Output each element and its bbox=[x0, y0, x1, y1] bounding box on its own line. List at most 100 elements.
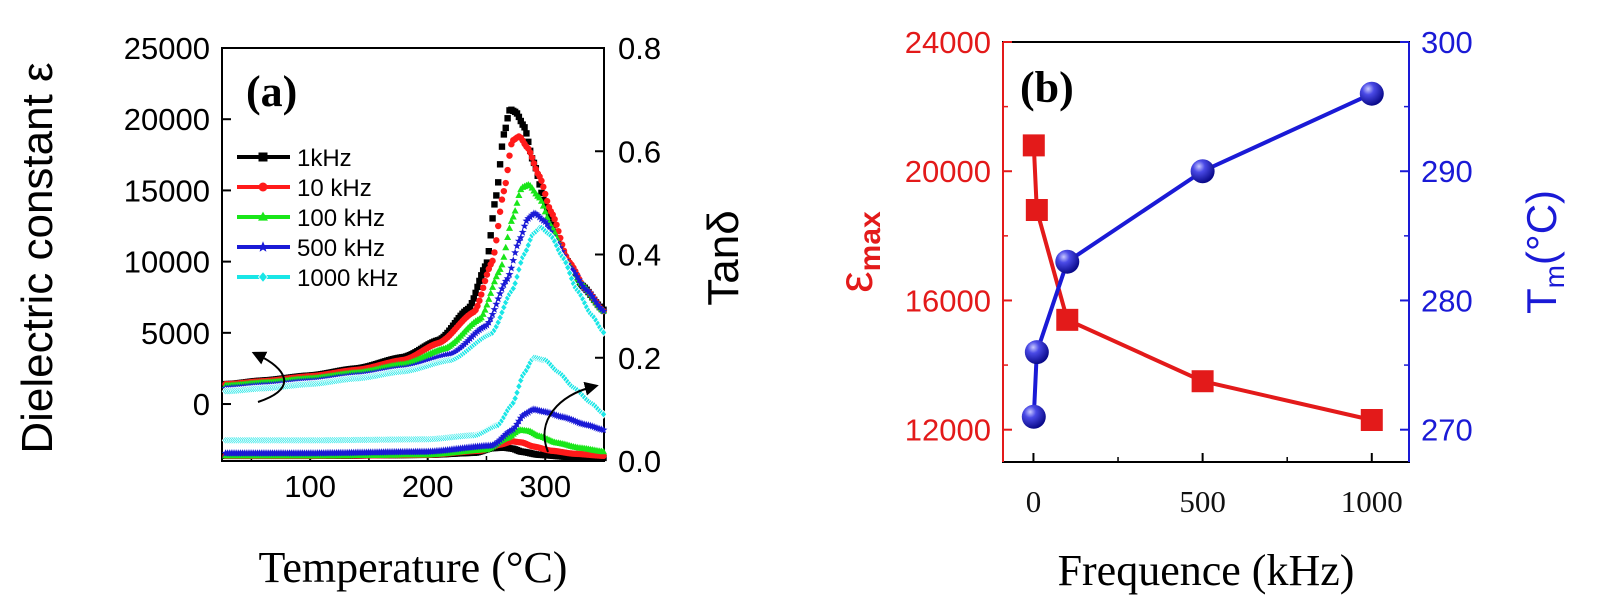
epsilon-point bbox=[513, 241, 521, 250]
legend-label: 1kHz bbox=[297, 145, 352, 172]
epsilon-point bbox=[567, 264, 576, 273]
emax-series bbox=[1022, 134, 1383, 431]
epsilon-point bbox=[485, 295, 493, 302]
svg-text:Tm(°C): Tm(°C) bbox=[1518, 190, 1570, 314]
panel-b: 0 500 1000 12000 16000 20000 24000 270 280 290 300… bbox=[830, 25, 1570, 595]
legend-entry: 10 kHz bbox=[237, 175, 372, 202]
epsilon-point bbox=[528, 210, 536, 219]
legend-label: 100 kHz bbox=[297, 205, 385, 232]
panel-b-left-tick-label: 12000 bbox=[905, 413, 991, 448]
epsilon-point bbox=[488, 310, 497, 318]
emax-point bbox=[1025, 199, 1048, 221]
panel-b-tick-labels: 0 500 1000 12000 16000 20000 24000 270 280 290 300 bbox=[905, 25, 1473, 519]
epsilon-point bbox=[503, 274, 512, 283]
epsilon-point bbox=[498, 261, 506, 268]
epsilon-point bbox=[495, 179, 502, 186]
epsilon-point bbox=[511, 248, 520, 257]
epsilon-point bbox=[458, 342, 467, 350]
panel-b-right-tick-label: 300 bbox=[1421, 25, 1473, 60]
epsilon-point bbox=[479, 310, 487, 317]
epsilon-point bbox=[469, 330, 478, 339]
epsilon-point bbox=[490, 277, 498, 285]
epsilon-point bbox=[538, 177, 545, 184]
epsilon-point bbox=[586, 289, 595, 298]
epsilon-point bbox=[539, 202, 547, 209]
tm-point bbox=[1190, 159, 1215, 184]
epsilon-point bbox=[481, 277, 489, 285]
epsilon-point bbox=[540, 196, 547, 204]
panel-a-left-tick-label: 20000 bbox=[124, 102, 210, 137]
epsilon-point bbox=[505, 270, 514, 278]
epsilon-point bbox=[479, 284, 487, 292]
epsilon-point bbox=[509, 256, 518, 264]
tan-delta-point bbox=[513, 388, 521, 398]
epsilon-point bbox=[484, 318, 493, 326]
panel-a: 100 200 300 0 5000 10000 15000 20000 25000 0.0 0.2… bbox=[13, 31, 748, 592]
panel-b-x-tick-label: 1000 bbox=[1341, 484, 1403, 519]
epsilon-point bbox=[526, 149, 534, 156]
tan-delta-point bbox=[522, 409, 531, 417]
legend-marker bbox=[258, 152, 268, 162]
epsilon-point bbox=[533, 211, 542, 219]
panel-b-series bbox=[1021, 81, 1384, 431]
epsilon-point bbox=[495, 222, 502, 230]
epsilon-point bbox=[543, 220, 552, 228]
tan-delta-point bbox=[503, 428, 512, 437]
panel-b-right-axis-title: Tm(°C) bbox=[1518, 190, 1570, 314]
epsilon-point bbox=[473, 327, 482, 335]
tan-delta-point bbox=[490, 440, 499, 448]
epsilon-point bbox=[506, 152, 513, 159]
epsilon-point bbox=[516, 233, 525, 241]
epsilon-point bbox=[509, 213, 517, 220]
panel-b-left-tick-label: 24000 bbox=[905, 25, 991, 60]
panel-b-right-tick-label: 280 bbox=[1421, 283, 1473, 318]
epsilon-point bbox=[489, 215, 496, 222]
epsilon-point bbox=[496, 208, 504, 215]
epsilon-point bbox=[452, 346, 461, 355]
tan-delta-point bbox=[518, 411, 527, 420]
epsilon-point bbox=[520, 221, 529, 230]
epsilon-point bbox=[540, 183, 547, 191]
legend-entry: 1kHz bbox=[237, 145, 352, 172]
emax-point bbox=[1022, 134, 1045, 157]
epsilon-point bbox=[478, 272, 485, 279]
tm-point bbox=[1024, 340, 1049, 365]
series-line bbox=[1031, 91, 1373, 417]
epsilon-point bbox=[474, 302, 481, 310]
epsilon-point bbox=[511, 278, 519, 288]
epsilon-point bbox=[472, 289, 479, 297]
emax-point bbox=[1056, 308, 1079, 331]
panel-a-series bbox=[221, 106, 608, 462]
epsilon-point bbox=[523, 130, 530, 137]
epsilon-point bbox=[479, 267, 487, 274]
panel-b-left-tick-label: 20000 bbox=[905, 154, 991, 189]
epsilon-point bbox=[578, 282, 587, 290]
tan-delta-point bbox=[599, 409, 608, 419]
epsilon-point bbox=[530, 160, 538, 167]
series-1000-khz bbox=[221, 223, 608, 445]
epsilon-point bbox=[507, 217, 515, 224]
epsilon-point bbox=[558, 247, 567, 255]
legend-label: 500 kHz bbox=[297, 235, 385, 262]
epsilon-point bbox=[483, 271, 491, 278]
emax-symbol: ε bbox=[830, 271, 883, 292]
epsilon-point bbox=[553, 221, 560, 228]
epsilon-point bbox=[490, 305, 499, 313]
epsilon-point bbox=[498, 196, 506, 203]
epsilon-point bbox=[481, 322, 489, 330]
epsilon-point bbox=[481, 306, 489, 313]
epsilon-point bbox=[514, 236, 523, 245]
legend-entry: 1000 kHz bbox=[237, 265, 398, 292]
epsilon-point bbox=[498, 284, 506, 293]
legend-label: 10 kHz bbox=[297, 175, 372, 202]
tm-point bbox=[1021, 404, 1046, 429]
epsilon-point bbox=[486, 314, 495, 323]
epsilon-point bbox=[536, 181, 543, 188]
epsilon-point bbox=[478, 291, 485, 298]
epsilon-point bbox=[507, 263, 516, 272]
epsilon-point bbox=[477, 324, 486, 332]
epsilon-point bbox=[517, 117, 524, 125]
panel-a-x-tick-label: 200 bbox=[402, 469, 454, 504]
epsilon-point bbox=[513, 199, 521, 206]
epsilon-point bbox=[479, 323, 488, 331]
